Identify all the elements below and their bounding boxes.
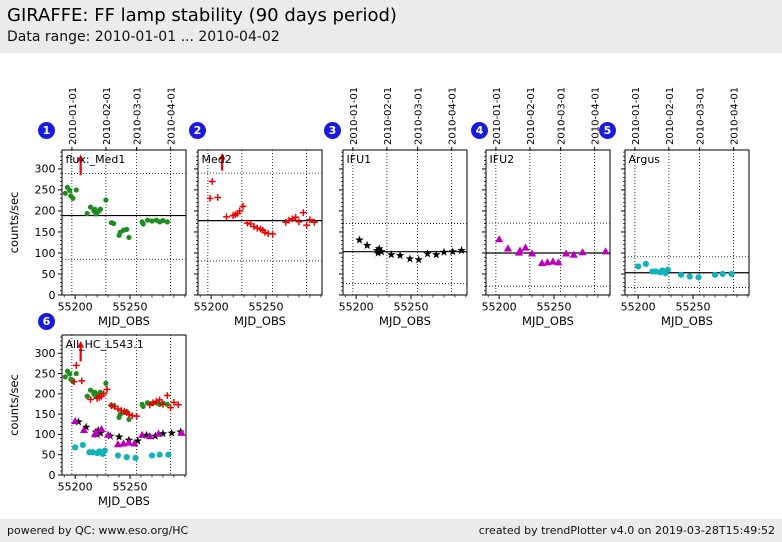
svg-text:2010-04-01: 2010-04-01: [448, 87, 459, 145]
svg-text:55250: 55250: [537, 301, 572, 314]
svg-text:250: 250: [35, 184, 56, 197]
svg-text:50: 50: [42, 449, 56, 462]
svg-text:counts/sec: counts/sec: [7, 374, 21, 436]
svg-text:Argus: Argus: [629, 153, 661, 166]
svg-text:IFU1: IFU1: [347, 153, 372, 166]
svg-text:300: 300: [35, 163, 56, 176]
svg-text:55200: 55200: [482, 301, 517, 314]
svg-text:MJD_OBS: MJD_OBS: [98, 314, 150, 328]
svg-text:2010-04-01: 2010-04-01: [591, 87, 602, 145]
out-of-range-arrow-icon: [77, 341, 85, 362]
svg-text:55200: 55200: [58, 481, 93, 494]
svg-text:counts/sec: counts/sec: [7, 192, 21, 254]
svg-text:100: 100: [35, 247, 56, 260]
svg-text:2010-03-01: 2010-03-01: [414, 87, 425, 145]
svg-text:50: 50: [42, 268, 56, 281]
svg-text:IFU2: IFU2: [490, 153, 515, 166]
svg-text:MJD_OBS: MJD_OBS: [234, 314, 286, 328]
svg-text:2010-01-01: 2010-01-01: [349, 87, 360, 145]
plot-chart-ifu2: 2010-01-01 2010-02-01 2010-03-01 2010-04-01…: [482, 87, 611, 328]
svg-text:55250: 55250: [249, 301, 284, 314]
svg-text:55200: 55200: [58, 301, 93, 314]
svg-text:200: 200: [35, 388, 56, 401]
out-of-range-arrow-icon: [77, 154, 85, 176]
svg-text:MJD_OBS: MJD_OBS: [522, 314, 574, 328]
svg-text:55250: 55250: [394, 301, 429, 314]
svg-text:150: 150: [35, 226, 56, 239]
svg-text:2010-03-01: 2010-03-01: [133, 87, 144, 145]
svg-text:200: 200: [35, 205, 56, 218]
svg-text:55250: 55250: [113, 301, 148, 314]
plot-badge-3: 3: [324, 122, 341, 139]
svg-text:2010-04-01: 2010-04-01: [730, 87, 741, 145]
plot-badge-5: 5: [599, 122, 616, 139]
svg-text:100: 100: [35, 428, 56, 441]
plots-area: 1 2 3 4 5 6 2010-01-01 2010-02-01 2010-03-…: [0, 53, 782, 519]
svg-text:2010-02-01: 2010-02-01: [526, 87, 537, 145]
plot-chart-med1: 2010-01-01 2010-02-01 2010-03-01 2010-04-01…: [7, 87, 187, 328]
svg-text:MJD_OBS: MJD_OBS: [661, 314, 713, 328]
plot-badge-4: 4: [471, 122, 488, 139]
svg-text:2010-02-01: 2010-02-01: [383, 87, 394, 145]
svg-text:All_HC_L543.1: All_HC_L543.1: [66, 338, 144, 351]
svg-text:250: 250: [35, 367, 56, 380]
svg-text:2010-02-01: 2010-02-01: [665, 87, 676, 145]
svg-text:2010-02-01: 2010-02-01: [102, 87, 113, 145]
svg-text:0: 0: [49, 289, 56, 302]
svg-text:2010-04-01: 2010-04-01: [167, 87, 178, 145]
page-title: GIRAFFE: FF lamp stability (90 days peri…: [7, 5, 397, 26]
footer-created-by: created by trendPlotter v4.0 on 2019-03-…: [478, 524, 775, 537]
plot-badge-6: 6: [38, 313, 55, 330]
svg-text:MJD_OBS: MJD_OBS: [98, 494, 150, 508]
svg-text:55250: 55250: [113, 481, 148, 494]
svg-text:Med2: Med2: [202, 153, 232, 166]
svg-text:2010-03-01: 2010-03-01: [557, 87, 568, 145]
svg-text:0: 0: [49, 469, 56, 482]
plot-chart-argus: 2010-01-01 2010-02-01 2010-03-01 2010-04-01…: [621, 87, 750, 328]
svg-text:300: 300: [35, 347, 56, 360]
plot-badge-1: 1: [38, 122, 55, 139]
svg-text:2010-03-01: 2010-03-01: [696, 87, 707, 145]
svg-text:MJD_OBS: MJD_OBS: [379, 314, 431, 328]
svg-text:flux:_Med1: flux:_Med1: [66, 153, 126, 166]
plot-chart-ifu1: 2010-01-01 2010-02-01 2010-03-01 2010-04-01…: [339, 87, 468, 328]
svg-text:55200: 55200: [621, 301, 656, 314]
svg-text:2010-01-01: 2010-01-01: [631, 87, 642, 145]
svg-text:150: 150: [35, 408, 56, 421]
svg-text:2010-01-01: 2010-01-01: [68, 87, 79, 145]
plot-badge-2: 2: [189, 122, 206, 139]
svg-text:55200: 55200: [194, 301, 229, 314]
svg-text:55250: 55250: [676, 301, 711, 314]
footer: powered by QC: www.eso.org/HC created by…: [0, 519, 782, 542]
page-subtitle: Data range: 2010-01-01 ... 2010-04-02: [7, 29, 280, 45]
footer-powered-by: powered by QC: www.eso.org/HC: [7, 524, 189, 537]
header: GIRAFFE: FF lamp stability (90 days peri…: [0, 0, 782, 53]
svg-text:55200: 55200: [339, 301, 374, 314]
out-of-range-arrow-icon: [218, 152, 226, 171]
svg-text:2010-01-01: 2010-01-01: [492, 87, 503, 145]
